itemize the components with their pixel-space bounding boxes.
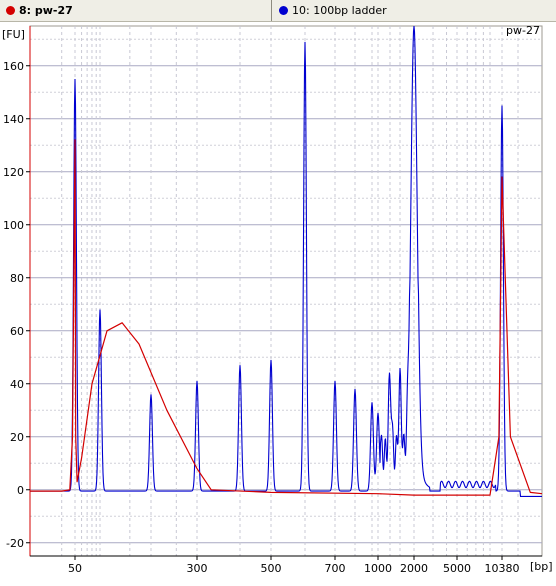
x-tick-label: 300 (187, 562, 208, 575)
ladder-trace (30, 25, 542, 497)
tab-ladder[interactable]: 10: 100bp ladder (273, 0, 556, 21)
y-tick-label: 60 (10, 325, 24, 338)
plot-area (29, 25, 543, 557)
sample-tab-bar: 8: pw-27 10: 100bp ladder (0, 0, 556, 22)
y-tick-label: 100 (3, 219, 24, 232)
x-tick-label: 500 (261, 562, 282, 575)
ladder-color-dot-icon (279, 6, 288, 15)
y-tick-label: -20 (6, 537, 24, 550)
x-tick-label: 2000 (400, 562, 428, 575)
y-axis-label: [FU] (2, 28, 25, 41)
x-tick-label: 10380 (485, 562, 520, 575)
tab-label: 8: pw-27 (19, 4, 73, 17)
x-axis-label: [bp] (530, 560, 553, 573)
chart-title: pw-27 (506, 24, 540, 37)
tab-label: 10: 100bp ladder (292, 4, 387, 17)
chart-grid (29, 25, 543, 557)
y-tick-label: 140 (3, 113, 24, 126)
y-tick-label: 80 (10, 272, 24, 285)
x-tick-label: 5000 (443, 562, 471, 575)
x-tick-label: 50 (68, 562, 82, 575)
y-tick-label: 160 (3, 60, 24, 73)
tab-sample-pw27[interactable]: 8: pw-27 (0, 0, 272, 21)
electropherogram-chart: -20 0 20 40 60 80 100 120 140 160 50 300 500 700 1000 2… (2, 24, 553, 575)
y-tick-label: 0 (17, 484, 24, 497)
chart-series (30, 25, 543, 497)
y-tick-label: 120 (3, 166, 24, 179)
chart-ticks: -20 0 20 40 60 80 100 120 140 160 50 300 500 700 1000 2… (3, 60, 520, 575)
y-tick-label: 40 (10, 378, 24, 391)
sample-color-dot-icon (6, 6, 15, 15)
x-tick-label: 1000 (364, 562, 392, 575)
y-tick-label: 20 (10, 431, 24, 444)
x-tick-label: 700 (325, 562, 346, 575)
